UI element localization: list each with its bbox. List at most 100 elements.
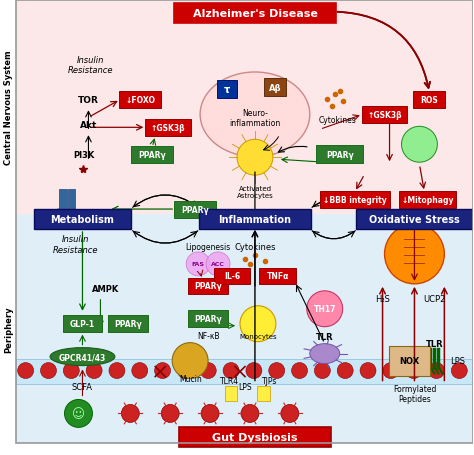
Text: Periphery: Periphery [4,306,13,352]
Circle shape [406,363,422,379]
Text: Metabolism: Metabolism [51,215,114,224]
FancyBboxPatch shape [399,191,456,208]
Text: Insulin
Resistance: Insulin Resistance [53,235,98,254]
FancyBboxPatch shape [413,92,446,109]
Ellipse shape [50,348,115,366]
Circle shape [201,404,219,423]
Text: GPCR41/43: GPCR41/43 [59,352,106,361]
Circle shape [54,210,64,220]
FancyBboxPatch shape [214,268,250,284]
Circle shape [307,291,343,327]
FancyBboxPatch shape [356,210,473,229]
Text: Alzheimer's Disease: Alzheimer's Disease [192,9,318,19]
FancyBboxPatch shape [131,147,173,163]
Text: PPARγ: PPARγ [181,205,209,214]
Text: ROS: ROS [420,96,438,105]
Circle shape [384,224,444,284]
FancyBboxPatch shape [188,311,228,328]
Text: AMPK: AMPK [92,285,119,293]
FancyBboxPatch shape [145,120,191,136]
Text: ↓BBB integrity: ↓BBB integrity [323,195,386,204]
Text: Insulin
Resistance: Insulin Resistance [68,56,113,75]
Circle shape [172,343,208,379]
Text: PI3K: PI3K [73,151,94,159]
Circle shape [64,210,73,220]
Bar [16,215,473,443]
Text: IL-6: IL-6 [224,272,240,281]
Circle shape [281,404,299,423]
FancyBboxPatch shape [174,201,216,218]
Text: PPARγ: PPARγ [114,319,142,329]
Text: LPS: LPS [450,356,465,365]
Circle shape [206,253,230,276]
Text: Cytokines: Cytokines [319,116,356,125]
Circle shape [132,363,148,379]
Circle shape [451,363,467,379]
Circle shape [18,363,34,379]
Text: Gut Dysbiosis: Gut Dysbiosis [212,432,298,442]
Circle shape [360,363,376,379]
Circle shape [246,363,262,379]
Text: NF-κB: NF-κB [197,331,219,340]
FancyBboxPatch shape [59,190,66,212]
Circle shape [109,363,125,379]
Text: Oxidative Stress: Oxidative Stress [369,215,460,224]
Text: SCFA: SCFA [72,382,93,391]
Ellipse shape [310,344,340,364]
Text: PPARγ: PPARγ [326,151,354,159]
Text: τ: τ [224,85,230,95]
Text: PPARγ: PPARγ [194,314,222,324]
Text: Activated
Astrocytes: Activated Astrocytes [237,186,273,199]
Circle shape [155,363,171,379]
Text: Lipogenesis: Lipogenesis [185,243,231,252]
Text: TOR: TOR [78,96,99,105]
Circle shape [428,363,445,379]
FancyBboxPatch shape [109,315,148,333]
Circle shape [241,404,259,423]
Text: Monocytes: Monocytes [239,333,277,339]
FancyBboxPatch shape [63,315,102,333]
Circle shape [269,363,285,379]
FancyBboxPatch shape [174,4,336,24]
FancyBboxPatch shape [179,427,331,447]
Text: ↓FOXO: ↓FOXO [125,96,155,105]
Text: PPARγ: PPARγ [138,151,166,159]
Text: TLR4: TLR4 [220,376,239,385]
Text: PPARγ: PPARγ [194,282,222,291]
Circle shape [186,253,210,276]
Circle shape [161,404,179,423]
FancyBboxPatch shape [257,386,270,401]
Circle shape [69,210,79,220]
FancyBboxPatch shape [225,386,237,401]
Text: LPS: LPS [238,382,252,391]
Text: ↓Mitophagy: ↓Mitophagy [401,195,454,204]
Text: ACC: ACC [211,262,225,267]
FancyBboxPatch shape [259,268,296,284]
FancyBboxPatch shape [199,210,311,229]
Text: Mucin: Mucin [179,374,201,383]
Text: Formylated
Peptides: Formylated Peptides [393,384,436,403]
FancyBboxPatch shape [316,146,363,164]
Circle shape [314,363,330,379]
Text: Neuro-
inflammation: Neuro- inflammation [229,108,281,128]
Text: UCP2: UCP2 [423,295,446,303]
FancyBboxPatch shape [119,92,161,109]
Circle shape [337,363,353,379]
Circle shape [40,363,56,379]
Text: TH17: TH17 [313,304,336,313]
FancyBboxPatch shape [389,346,430,376]
Text: TNFα: TNFα [267,272,289,281]
Text: TLR: TLR [316,333,334,341]
FancyBboxPatch shape [188,278,228,294]
Text: Cytokines: Cytokines [234,243,276,252]
Ellipse shape [200,73,310,157]
Text: Aβ: Aβ [269,84,281,93]
Text: Inflammation: Inflammation [219,215,292,224]
Circle shape [177,363,193,379]
Text: ☺: ☺ [72,407,85,420]
Circle shape [223,363,239,379]
FancyBboxPatch shape [67,190,75,212]
FancyBboxPatch shape [362,106,408,124]
Text: GLP-1: GLP-1 [70,319,95,329]
Text: TLR: TLR [426,339,443,349]
